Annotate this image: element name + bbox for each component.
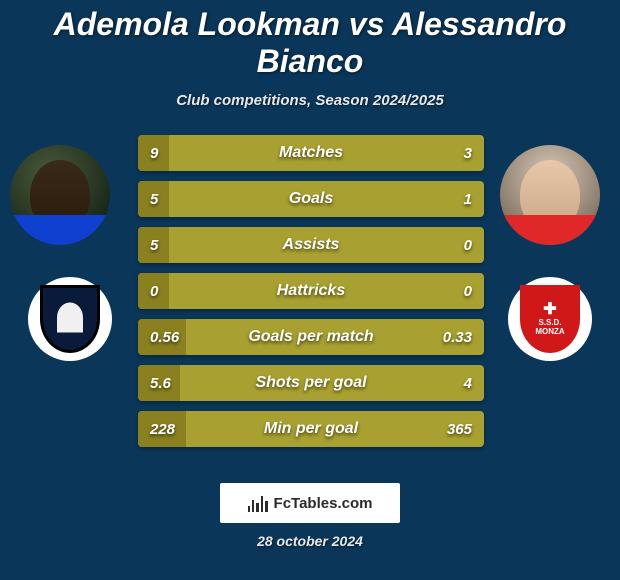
stat-right-value: 365: [447, 421, 472, 438]
club-right-badge: ✚ S.S.D. MONZA: [508, 277, 592, 361]
brand-text: FcTables.com: [274, 495, 373, 512]
stat-left-value: 5.6: [150, 375, 171, 392]
stat-label: Shots per goal: [255, 374, 366, 392]
stat-right-value: 3: [464, 145, 472, 162]
jersey-icon: [500, 215, 600, 245]
stat-row: 5.6 Shots per goal 4: [138, 365, 484, 401]
stat-label: Min per goal: [264, 420, 358, 438]
atalanta-crest-icon: [40, 285, 100, 353]
stat-left-value: 0.56: [150, 329, 179, 346]
player-left-avatar: [10, 145, 110, 245]
stat-row: 9 Matches 3: [138, 135, 484, 171]
stat-left-value: 5: [150, 191, 158, 208]
stat-right-value: 1: [464, 191, 472, 208]
date-text: 28 october 2024: [0, 533, 620, 549]
stat-row: 0.56 Goals per match 0.33: [138, 319, 484, 355]
stat-label: Goals: [289, 190, 333, 208]
monza-crest-icon: ✚ S.S.D. MONZA: [520, 285, 580, 353]
stat-label: Hattricks: [277, 282, 345, 300]
stat-row: 0 Hattricks 0: [138, 273, 484, 309]
stat-label: Assists: [283, 236, 340, 254]
stat-left-value: 5: [150, 237, 158, 254]
stat-label: Matches: [279, 144, 343, 162]
stat-right-value: 0: [464, 237, 472, 254]
page-title: Ademola Lookman vs Alessandro Bianco: [0, 0, 620, 80]
comparison-panel: ✚ S.S.D. MONZA 9 Matches 3 5 Goals 1 5 Assists 0…: [0, 135, 620, 475]
brand-badge: FcTables.com: [220, 483, 400, 523]
stat-row: 228 Min per goal 365: [138, 411, 484, 447]
jersey-icon: [10, 215, 110, 245]
stat-left-value: 228: [150, 421, 175, 438]
stat-right-value: 0: [464, 283, 472, 300]
stat-row: 5 Goals 1: [138, 181, 484, 217]
stat-right-value: 0.33: [443, 329, 472, 346]
stat-row: 5 Assists 0: [138, 227, 484, 263]
club-left-badge: [28, 277, 112, 361]
player-right-avatar: [500, 145, 600, 245]
page-subtitle: Club competitions, Season 2024/2025: [0, 92, 620, 109]
stat-right-value: 4: [464, 375, 472, 392]
stat-left-value: 0: [150, 283, 158, 300]
stat-left-value: 9: [150, 145, 158, 162]
stat-label: Goals per match: [248, 328, 373, 346]
stat-bars: 9 Matches 3 5 Goals 1 5 Assists 0 0 Hattricks 0 0.56…: [138, 135, 484, 457]
bars-icon: [248, 494, 268, 512]
